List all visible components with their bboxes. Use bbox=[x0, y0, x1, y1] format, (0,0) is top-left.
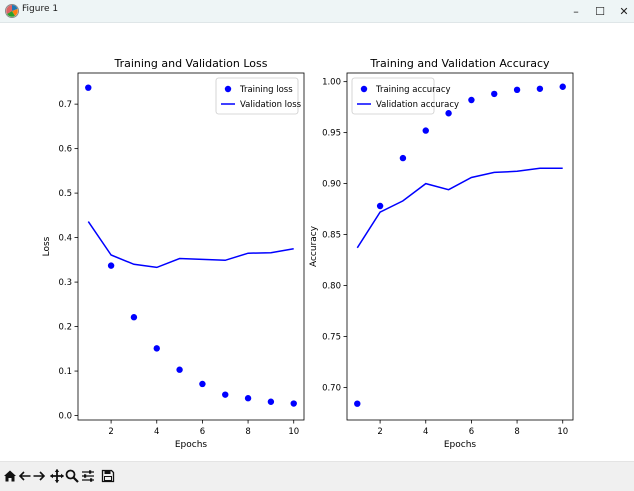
figure-svg: Training and Validation Loss 2 4 6 8 10 0.0 0.1… bbox=[42, 57, 574, 450]
accuracy-x-tick-label: 2 bbox=[377, 427, 382, 437]
pan-button[interactable] bbox=[49, 467, 65, 485]
home-icon bbox=[4, 470, 16, 482]
loss-y-tick-label: 0.4 bbox=[58, 234, 72, 244]
loss-legend-label: Validation loss bbox=[240, 100, 302, 110]
loss-legend-dot-swatch bbox=[224, 85, 232, 93]
forward-button[interactable] bbox=[31, 467, 47, 485]
close-button[interactable]: ✕ bbox=[611, 0, 634, 22]
accuracy-training-point bbox=[559, 83, 566, 90]
accuracy-y-tick-label: 0.75 bbox=[322, 332, 341, 342]
accuracy-training-point bbox=[513, 86, 521, 94]
accuracy-validation-line bbox=[356, 167, 563, 249]
loss-y-tick-label: 0.7 bbox=[58, 100, 72, 110]
accuracy-legend-box bbox=[351, 77, 435, 115]
loss-legend-box bbox=[215, 77, 299, 115]
save-icon bbox=[101, 469, 115, 483]
accuracy-y-tick-label: 0.95 bbox=[322, 129, 341, 139]
loss-training-point bbox=[176, 366, 183, 373]
accuracy-x-tick-label: 8 bbox=[514, 427, 519, 437]
accuracy-y-tick-label: 0.90 bbox=[322, 180, 341, 190]
loss-training-point bbox=[244, 395, 252, 402]
figure-canvas[interactable]: Training and Validation Loss 2 4 6 8 10 0.0 0.1… bbox=[0, 23, 634, 461]
loss-training-point bbox=[199, 380, 206, 388]
accuracy-legend-label: Training accuracy bbox=[375, 85, 451, 95]
home-button[interactable] bbox=[2, 467, 18, 485]
loss-y-tick-label: 0.1 bbox=[58, 367, 72, 377]
back-button[interactable] bbox=[17, 467, 33, 485]
zoom-button[interactable] bbox=[64, 467, 80, 485]
accuracy-training-point bbox=[445, 110, 452, 117]
loss-y-tick-label: 0.5 bbox=[58, 189, 72, 199]
configure-subplots-button[interactable] bbox=[80, 467, 96, 485]
accuracy-training-point bbox=[491, 90, 498, 98]
loss-training-point bbox=[267, 398, 275, 405]
loss-training-point bbox=[222, 391, 229, 398]
accuracy-training-point bbox=[399, 154, 407, 162]
loss-training-point bbox=[85, 84, 92, 91]
forward-arrow-icon bbox=[33, 471, 46, 481]
loss-training-point bbox=[130, 314, 138, 321]
accuracy-y-tick-label: 0.70 bbox=[322, 383, 341, 393]
loss-x-tick-label: 2 bbox=[108, 427, 113, 437]
accuracy-x-tick-label: 6 bbox=[469, 427, 474, 437]
accuracy-x-axis-label: Epochs bbox=[444, 440, 477, 450]
accuracy-training-point bbox=[354, 400, 361, 407]
loss-y-tick-label: 0.2 bbox=[58, 323, 72, 333]
accuracy-y-axis-label: Accuracy bbox=[309, 225, 319, 267]
loss-x-tick-label: 4 bbox=[154, 427, 159, 437]
accuracy-y-tick-label: 0.85 bbox=[322, 231, 341, 241]
window-titlebar: Figure 1 – ☐ ✕ bbox=[0, 0, 634, 23]
loss-y-tick-label: 0.3 bbox=[58, 278, 72, 288]
accuracy-training-point bbox=[422, 127, 429, 134]
loss-training-point bbox=[153, 345, 160, 352]
accuracy-training-point bbox=[376, 202, 384, 210]
accuracy-legend-label: Validation accuracy bbox=[376, 100, 459, 110]
loss-training-point bbox=[290, 400, 297, 407]
loss-validation-line bbox=[87, 221, 294, 269]
loss-x-tick-label: 6 bbox=[200, 427, 205, 437]
loss-y-tick-label: 0.6 bbox=[58, 145, 72, 155]
loss-x-tick-label: 10 bbox=[288, 427, 299, 437]
loss-y-tick-label: 0.0 bbox=[58, 412, 72, 422]
maximize-button[interactable]: ☐ bbox=[587, 0, 613, 22]
accuracy-training-point bbox=[536, 85, 544, 92]
zoom-icon bbox=[65, 469, 79, 483]
accuracy-chart-title: Training and Validation Accuracy bbox=[369, 57, 550, 70]
accuracy-x-tick-label: 4 bbox=[423, 427, 428, 437]
maximize-icon: ☐ bbox=[595, 4, 605, 18]
loss-chart-title: Training and Validation Loss bbox=[113, 57, 267, 70]
accuracy-y-tick-label: 0.80 bbox=[322, 281, 341, 291]
navigation-toolbar bbox=[0, 461, 634, 491]
save-button[interactable] bbox=[100, 467, 116, 485]
minimize-icon: – bbox=[573, 4, 579, 18]
back-arrow-icon bbox=[18, 471, 31, 481]
configure-subplots-icon bbox=[82, 470, 94, 482]
accuracy-legend-dot-swatch bbox=[360, 85, 368, 93]
loss-x-axis-label: Epochs bbox=[175, 440, 208, 450]
loss-training-point bbox=[107, 262, 115, 269]
window-title: Figure 1 bbox=[22, 4, 59, 14]
accuracy-x-tick-label: 10 bbox=[557, 427, 568, 437]
loss-x-tick-label: 8 bbox=[245, 427, 250, 437]
loss-axes-frame bbox=[77, 72, 305, 421]
matplotlib-logo-icon bbox=[5, 4, 19, 18]
pan-icon bbox=[50, 469, 64, 483]
accuracy-training-point bbox=[468, 96, 475, 104]
loss-legend-label: Training loss bbox=[239, 85, 293, 95]
close-icon: ✕ bbox=[619, 4, 629, 18]
accuracy-y-tick-label: 1.00 bbox=[322, 78, 341, 88]
minimize-button[interactable]: – bbox=[563, 0, 589, 22]
loss-y-axis-label: Loss bbox=[42, 236, 52, 256]
accuracy-axes-frame bbox=[346, 72, 574, 421]
